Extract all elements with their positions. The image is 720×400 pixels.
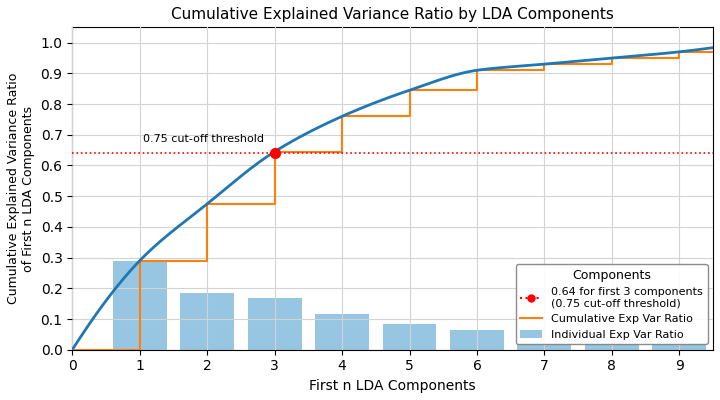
Bar [518, 344, 572, 350]
Bar [652, 344, 706, 350]
X-axis label: First n LDA Components: First n LDA Components [310, 379, 476, 393]
Text: 0.75 cut-off threshold: 0.75 cut-off threshold [143, 134, 264, 144]
Y-axis label: Cumulative Explained Variance Ratio
of First n LDA Components: Cumulative Explained Variance Ratio of F… [7, 73, 35, 304]
Title: Cumulative Explained Variance Ratio by LDA Components: Cumulative Explained Variance Ratio by L… [171, 7, 614, 22]
Bar [113, 261, 166, 350]
Bar [315, 314, 369, 350]
Bar [248, 298, 302, 350]
Legend: 0.64 for first 3 components
(0.75 cut-off threshold), Cumulative Exp Var Ratio, : 0.64 for first 3 components (0.75 cut-of… [516, 264, 708, 344]
Bar [585, 344, 639, 350]
Bar [450, 330, 504, 350]
Bar [180, 293, 234, 350]
Point [269, 150, 280, 156]
Bar [382, 324, 436, 350]
